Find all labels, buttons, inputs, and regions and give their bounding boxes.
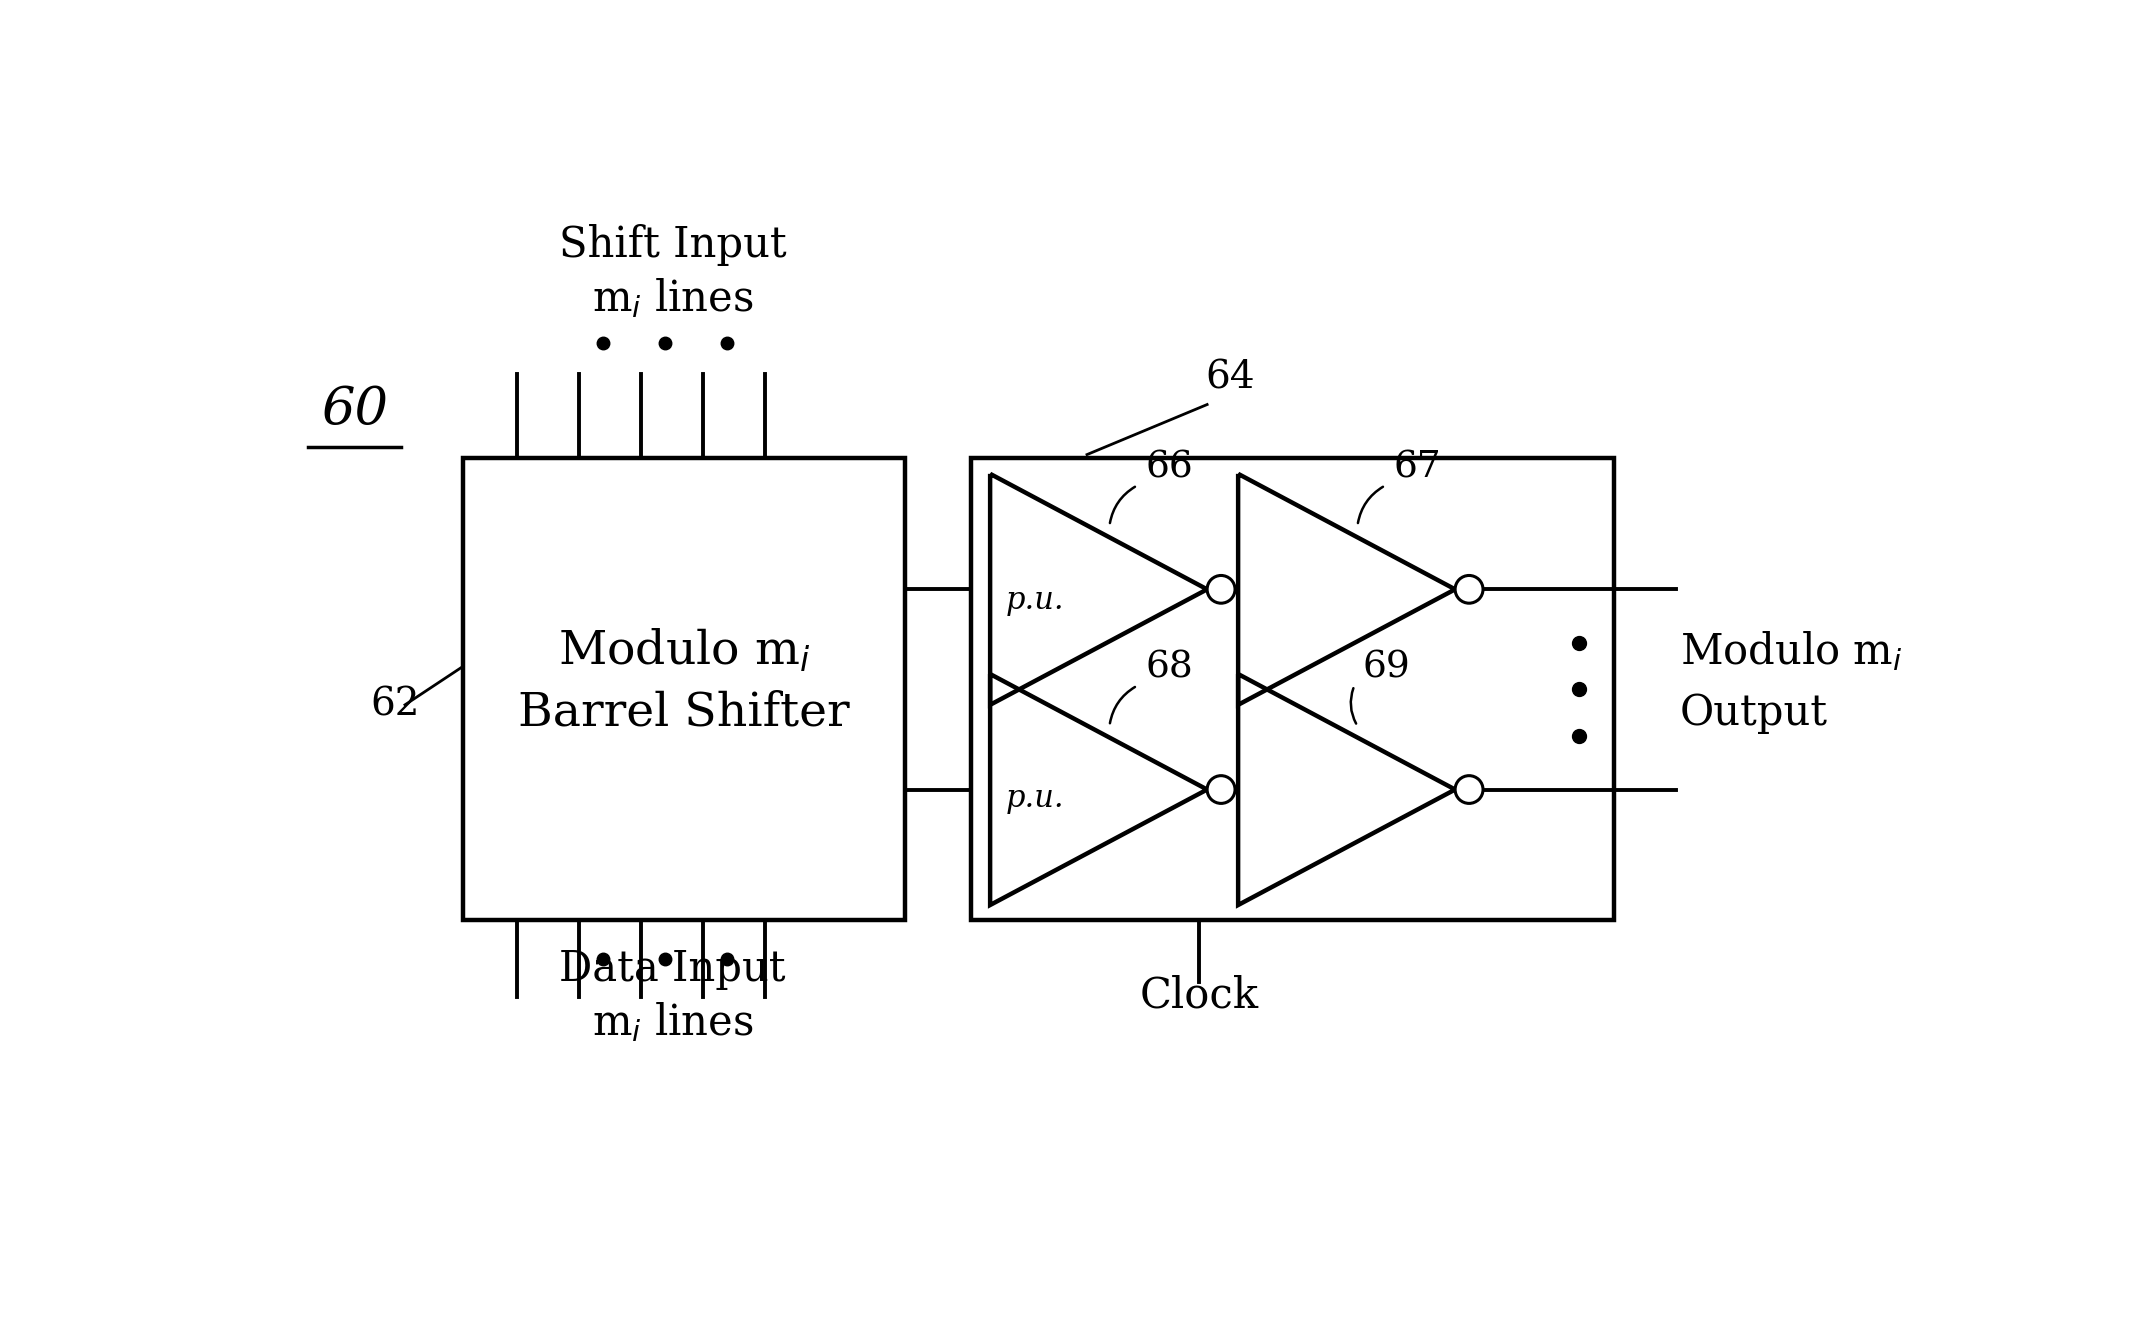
Circle shape: [1455, 575, 1483, 603]
Circle shape: [1207, 775, 1235, 804]
Text: Barrel Shifter: Barrel Shifter: [517, 690, 849, 735]
Text: 67: 67: [1392, 449, 1442, 485]
Text: Shift Input: Shift Input: [558, 223, 787, 266]
Text: Modulo m$_i$: Modulo m$_i$: [558, 627, 810, 675]
Text: 66: 66: [1144, 449, 1194, 485]
Text: 60: 60: [321, 384, 388, 436]
Bar: [970, 459, 1614, 920]
Text: 64: 64: [1205, 360, 1254, 397]
Text: p.u.: p.u.: [1006, 586, 1065, 616]
Text: 68: 68: [1144, 650, 1194, 686]
Circle shape: [1455, 775, 1483, 804]
Text: p.u.: p.u.: [1006, 783, 1065, 814]
Text: m$_i$ lines: m$_i$ lines: [590, 275, 754, 320]
Circle shape: [1207, 575, 1235, 603]
Text: Modulo m$_i$: Modulo m$_i$: [1681, 628, 1903, 673]
Text: Clock: Clock: [1140, 975, 1259, 1016]
Text: Data Input: Data Input: [558, 948, 787, 989]
Text: 69: 69: [1362, 650, 1409, 686]
Bar: [463, 459, 905, 920]
Text: m$_i$ lines: m$_i$ lines: [590, 1000, 754, 1044]
Text: Output: Output: [1681, 691, 1827, 734]
Text: 62: 62: [371, 686, 420, 723]
